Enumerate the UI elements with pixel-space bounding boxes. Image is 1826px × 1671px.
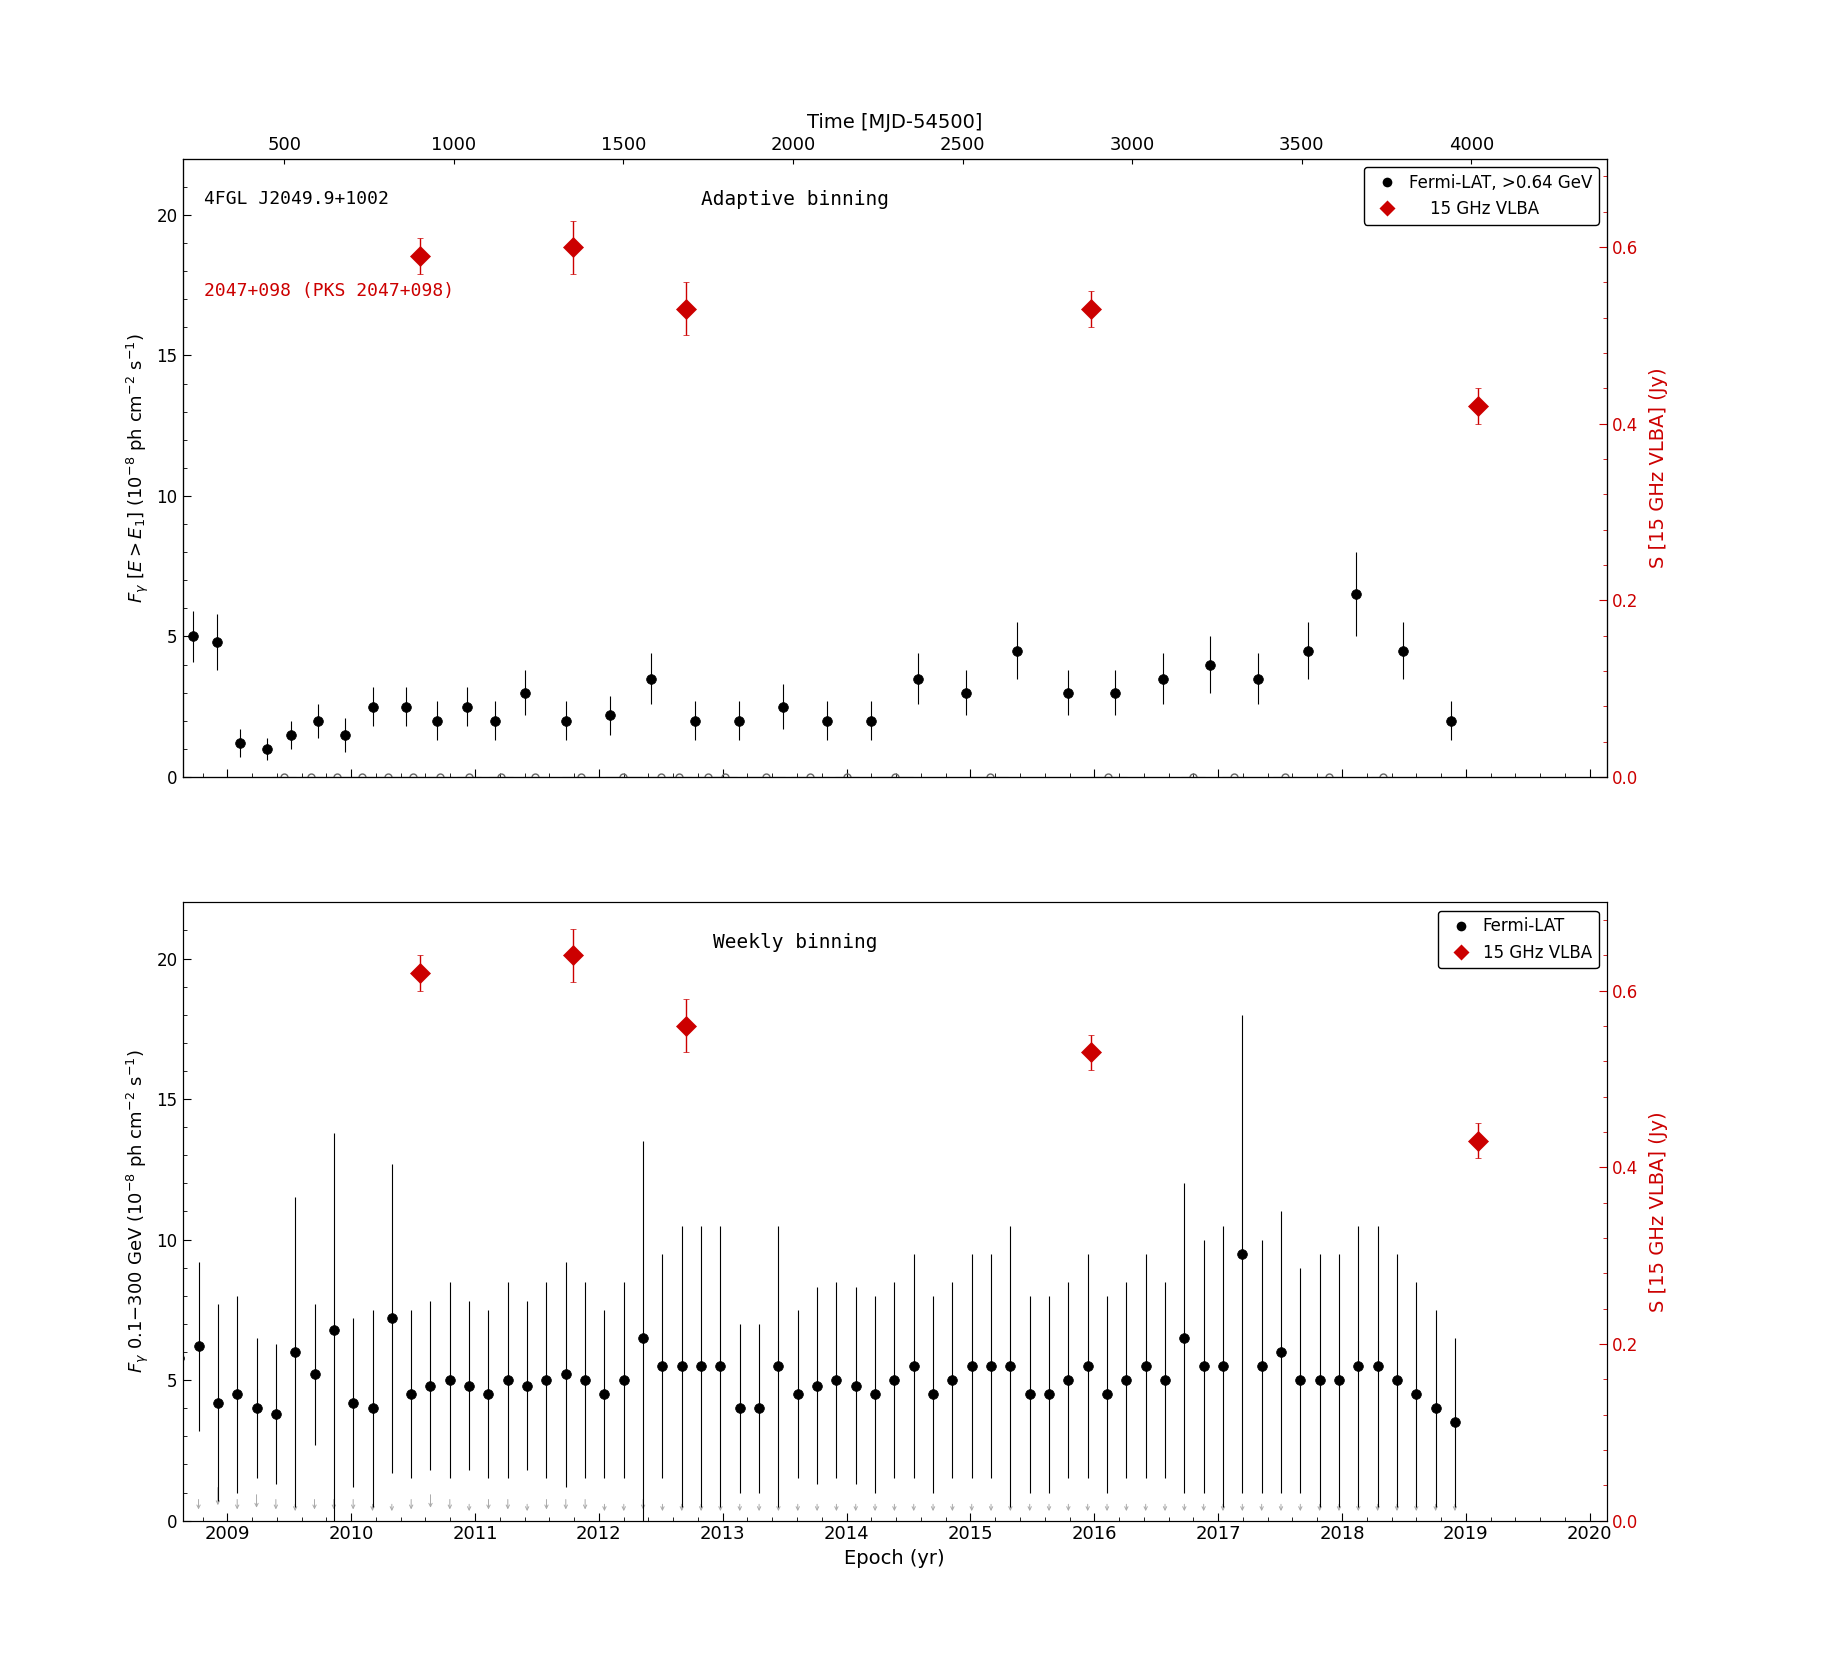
Y-axis label: $F_\gamma\ [E{>}E_1]\ (10^{-8}\ \mathrm{ph\ cm^{-2}\ s^{-1}})$: $F_\gamma\ [E{>}E_1]\ (10^{-8}\ \mathrm{… <box>124 333 152 603</box>
Legend: Fermi-LAT, 15 GHz VLBA: Fermi-LAT, 15 GHz VLBA <box>1437 911 1598 968</box>
Y-axis label: S [15 GHz VLBA] (Jy): S [15 GHz VLBA] (Jy) <box>1649 368 1669 568</box>
Text: 4FGL J2049.9+1002: 4FGL J2049.9+1002 <box>205 190 389 207</box>
Text: 2047+098 (PKS 2047+098): 2047+098 (PKS 2047+098) <box>205 282 455 301</box>
Text: Weekly binning: Weekly binning <box>712 932 876 952</box>
X-axis label: Epoch (yr): Epoch (yr) <box>844 1549 946 1567</box>
Text: Adaptive binning: Adaptive binning <box>701 190 889 209</box>
X-axis label: Time [MJD-54500]: Time [MJD-54500] <box>807 112 982 132</box>
Legend: Fermi-LAT, >0.64 GeV,     15 GHz VLBA: Fermi-LAT, >0.64 GeV, 15 GHz VLBA <box>1364 167 1598 224</box>
Y-axis label: S [15 GHz VLBA] (Jy): S [15 GHz VLBA] (Jy) <box>1649 1111 1669 1312</box>
Y-axis label: $F_\gamma\ 0.1\mathrm{-}300\ \mathrm{GeV}\ (10^{-8}\ \mathrm{ph\ cm^{-2}\ s^{-1}: $F_\gamma\ 0.1\mathrm{-}300\ \mathrm{GeV… <box>124 1049 152 1374</box>
